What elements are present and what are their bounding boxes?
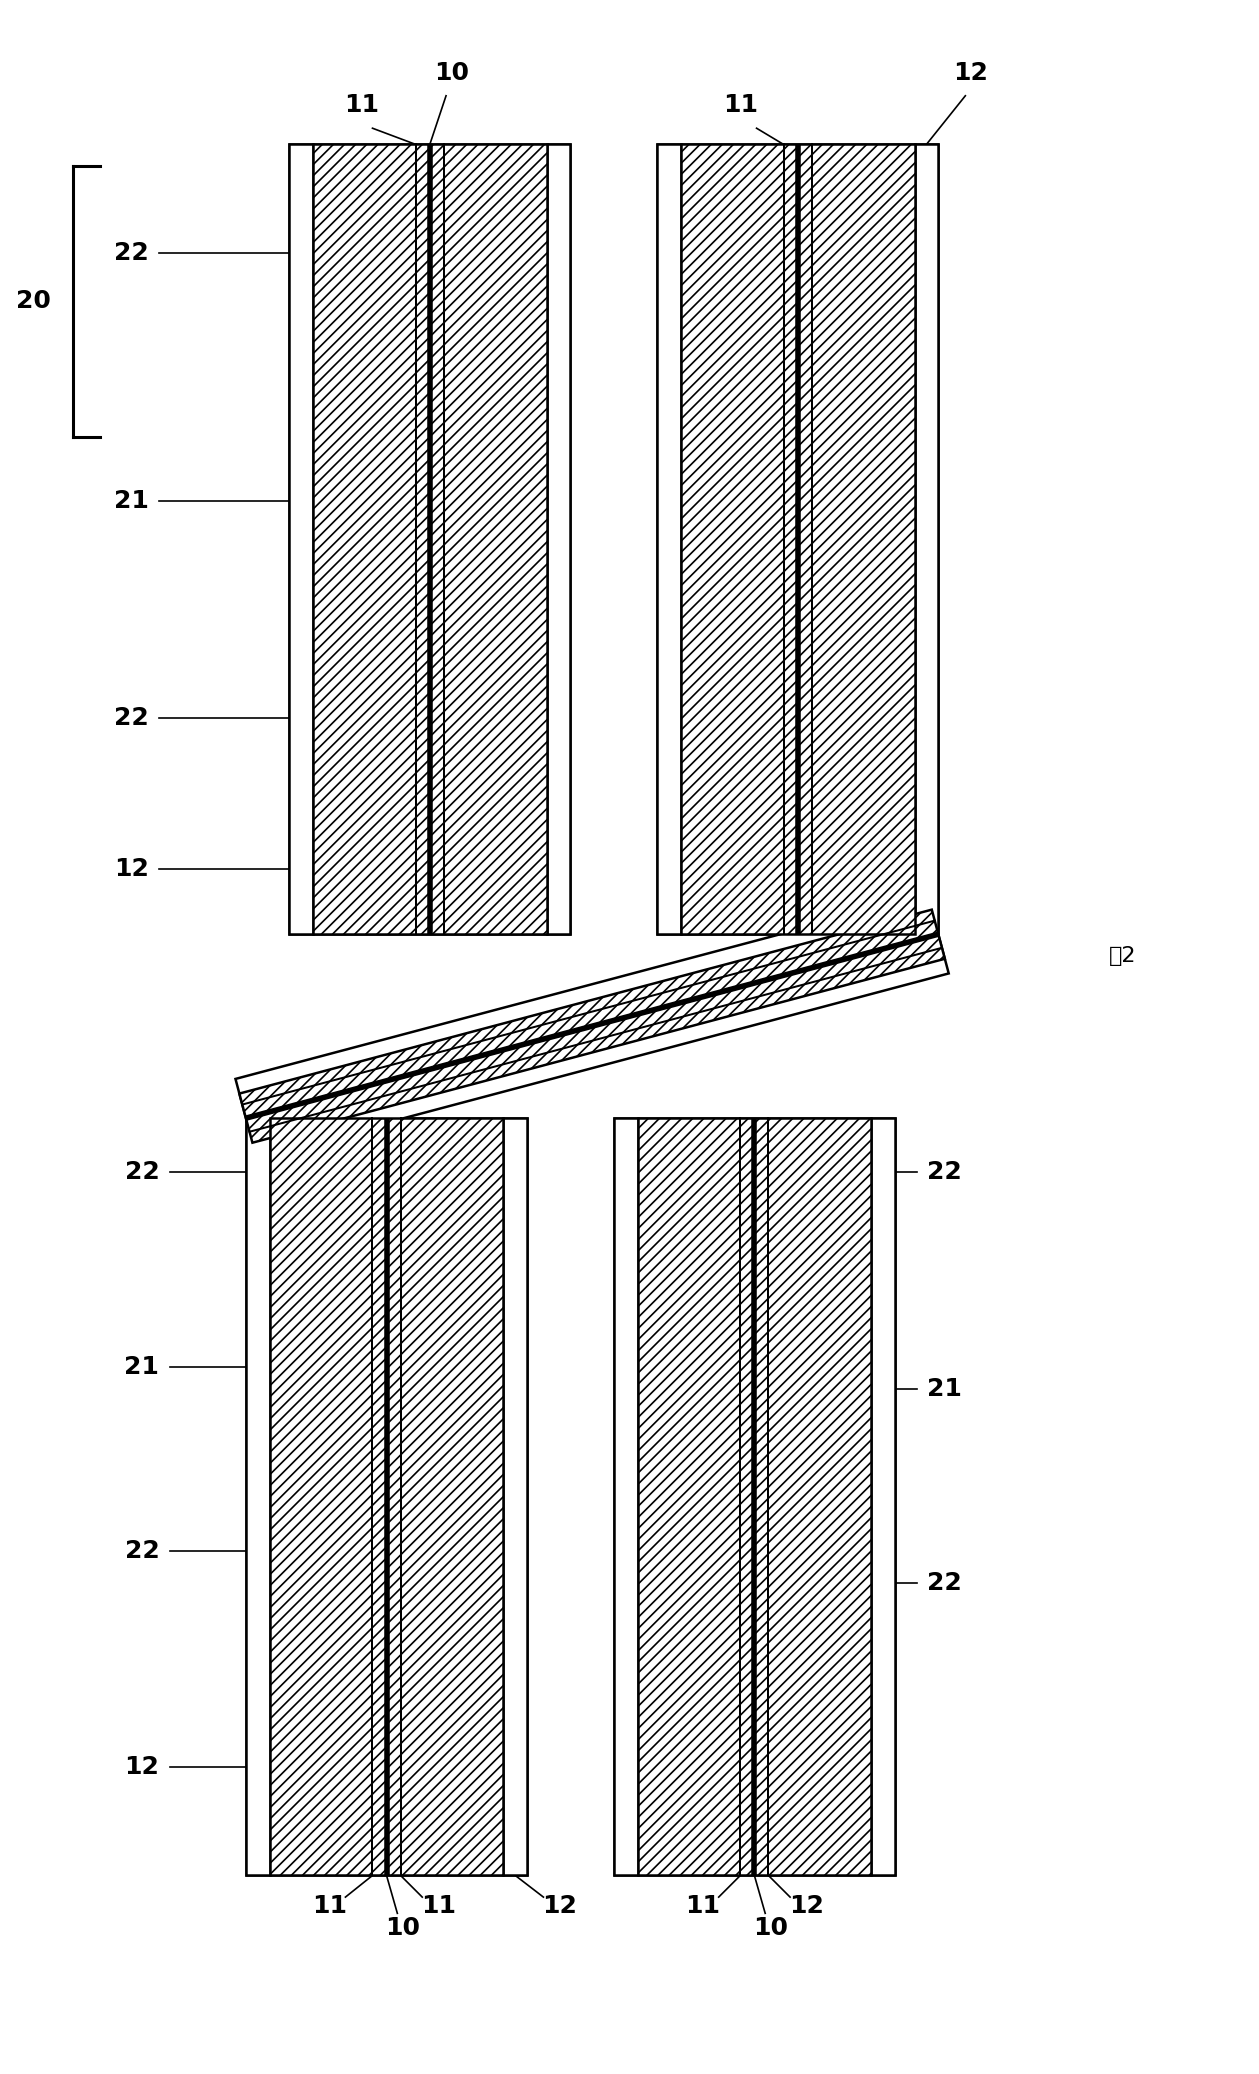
Text: 20: 20 [16, 288, 52, 313]
Text: 21: 21 [113, 489, 149, 514]
Text: 22: 22 [928, 1572, 962, 1595]
Bar [246, 1118, 269, 1875]
Text: 22: 22 [125, 1159, 160, 1184]
Bar [914, 145, 938, 933]
Bar [269, 1118, 504, 1875]
Text: 10: 10 [385, 1916, 421, 1939]
Text: 22: 22 [113, 705, 149, 730]
Bar [290, 145, 313, 933]
Text: 11: 11 [685, 1894, 720, 1918]
Bar [313, 145, 546, 933]
Bar [613, 1118, 895, 1875]
Text: 11: 11 [723, 93, 758, 116]
Text: 12: 12 [789, 1894, 823, 1918]
Text: 21: 21 [125, 1354, 160, 1379]
Text: 22: 22 [928, 1159, 962, 1184]
Bar [290, 145, 570, 933]
Polygon shape [239, 910, 944, 1143]
Bar [246, 1118, 528, 1875]
Text: 図2: 図2 [1108, 946, 1136, 966]
Text: 11: 11 [421, 1894, 456, 1918]
Bar [546, 145, 570, 933]
Bar [637, 1118, 871, 1875]
Polygon shape [235, 896, 949, 1157]
Text: 12: 12 [125, 1755, 160, 1779]
Text: 11: 11 [312, 1894, 346, 1918]
Bar [657, 145, 681, 933]
Text: 11: 11 [344, 93, 379, 116]
Bar [871, 1118, 895, 1875]
Bar [504, 1118, 528, 1875]
Bar [681, 145, 914, 933]
Bar [613, 1118, 637, 1875]
Text: 10: 10 [753, 1916, 788, 1939]
Bar [657, 145, 938, 933]
Text: 12: 12 [543, 1894, 577, 1918]
Text: 10: 10 [434, 60, 468, 85]
Text: 22: 22 [125, 1539, 160, 1564]
Text: 21: 21 [928, 1377, 962, 1400]
Text: 12: 12 [953, 60, 988, 85]
Text: 12: 12 [113, 857, 149, 881]
Text: 22: 22 [113, 241, 149, 265]
